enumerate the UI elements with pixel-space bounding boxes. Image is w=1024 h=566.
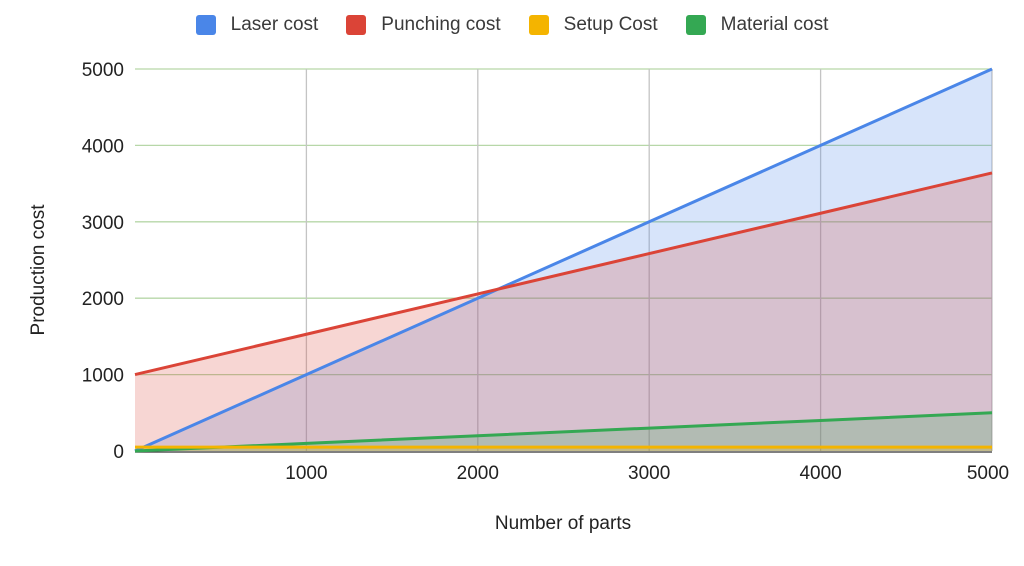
legend-item-punching[interactable]: Punching cost <box>346 14 501 36</box>
x-tick-label: 5000 <box>967 463 1009 484</box>
legend-item-laser[interactable]: Laser cost <box>195 14 319 36</box>
y-tick-label: 1000 <box>82 366 124 387</box>
legend-swatch-setup <box>528 15 549 35</box>
line-punching-cost <box>134 171 993 377</box>
legend-swatch-material <box>685 15 706 35</box>
legend-swatch-punching <box>346 15 367 35</box>
line-laser-cost <box>134 67 993 453</box>
y-tick-label: 3000 <box>82 213 124 234</box>
x-tick-label: 3000 <box>628 463 670 484</box>
x-axis-ticks: 1000 2000 3000 4000 5000 <box>285 463 1009 484</box>
legend-label-punching: Punching cost <box>381 14 501 35</box>
chart-legend: Laser cost Punching cost Setup Cost Mate… <box>0 14 1024 36</box>
legend-label-material: Material cost <box>720 14 829 35</box>
gridlines <box>135 68 993 453</box>
series-lines <box>134 67 993 453</box>
line-material-cost <box>134 411 993 453</box>
y-axis-title: Production cost <box>28 204 49 336</box>
y-tick-label: 5000 <box>82 60 124 81</box>
y-tick-label: 0 <box>113 442 124 463</box>
legend-label-laser: Laser cost <box>230 14 319 35</box>
x-axis-title: Number of parts <box>495 513 631 534</box>
y-tick-label: 2000 <box>82 289 124 310</box>
legend-item-material[interactable]: Material cost <box>685 14 829 36</box>
area-punching-cost <box>135 172 992 452</box>
y-axis-ticks: 0 1000 2000 3000 4000 5000 <box>82 60 124 463</box>
legend-swatch-laser <box>195 15 216 35</box>
legend-item-setup[interactable]: Setup Cost <box>528 14 658 36</box>
legend-label-setup: Setup Cost <box>563 14 658 35</box>
y-tick-label: 4000 <box>82 136 124 157</box>
x-tick-label: 4000 <box>799 463 841 484</box>
x-tick-label: 2000 <box>457 463 499 484</box>
x-tick-label: 1000 <box>285 463 327 484</box>
